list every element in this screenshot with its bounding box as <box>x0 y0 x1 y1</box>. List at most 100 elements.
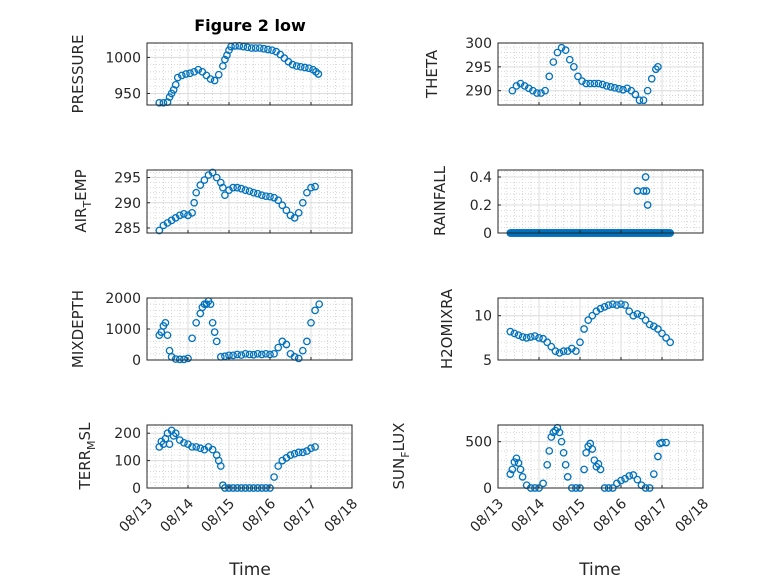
panel-pressure-yticks: 950 1000 <box>105 50 353 105</box>
panel-terr-msl-data-point <box>208 445 217 454</box>
panel-theta-data-point <box>635 96 644 105</box>
panel-sun-flux-data-point <box>508 465 517 474</box>
panel-pressure-data-point <box>186 69 194 78</box>
panel-sun-flux-data-point <box>582 448 591 457</box>
panel-air-temp-data-point <box>233 183 242 192</box>
panel-h2omixra-data-point <box>596 304 605 313</box>
panel-pressure-data-point <box>173 73 182 82</box>
panel-mixdepth-data-point <box>180 355 188 364</box>
panel-terr-msl-data-point <box>290 449 299 458</box>
panel-h2omixra-data-point <box>600 303 609 311</box>
panel-air-temp-points <box>155 168 319 235</box>
panel-sun-flux-data-point <box>649 470 658 478</box>
panel-mixdepth-data-point <box>257 350 266 359</box>
panel-mixdepth-data-point <box>188 334 196 343</box>
panel-mixdepth-data-point <box>298 346 307 355</box>
panel-theta-data-point <box>647 74 656 83</box>
panel-h2omixra-yticks: 5 10 <box>474 309 704 369</box>
panel-rainfall-ytick-label: 0.2 <box>470 198 492 214</box>
panel-theta-data-point <box>623 84 632 93</box>
panel-theta-data-point <box>549 58 558 66</box>
panel-h2omixra-data-point <box>613 301 621 309</box>
panel-pressure-data-point <box>268 46 276 55</box>
ylabel-sun-flux: SUNFLUX <box>390 423 412 490</box>
panel-air-temp-data-point <box>262 192 270 201</box>
panel-air-temp-frame <box>146 169 353 234</box>
panel-pressure-data-point <box>194 65 203 74</box>
panel-air-temp-ytick-label: 290 <box>114 196 141 212</box>
panel-h2omixra-data-point <box>662 334 670 342</box>
panel-h2omixra-data-point <box>522 334 531 342</box>
panel-pressure-frame <box>146 42 353 106</box>
panel-air-temp-data-point <box>245 187 254 196</box>
panel-h2omixra-data-point <box>645 320 654 329</box>
panel-terr-msl-data-point <box>286 451 295 459</box>
panel-sun-flux-data-point <box>555 428 564 437</box>
panel-h2omixra-data-point <box>588 311 597 320</box>
panel-sun-flux-data-point <box>633 475 642 484</box>
panel-h2omixra-points <box>506 300 675 357</box>
panel-h2omixra-data-point <box>555 349 564 357</box>
panel-theta-data-point <box>602 82 611 90</box>
panel-pressure-data-point <box>259 44 268 53</box>
panel-theta-data-point <box>619 85 627 94</box>
panel-pressure-data-point <box>214 70 223 79</box>
panel-theta-yticks: 290 295 300 <box>465 36 704 105</box>
panel-air-temp-data-point <box>294 208 303 217</box>
panel-h2omixra-data-point <box>510 329 519 338</box>
panel-air-temp-data-point <box>303 188 311 197</box>
panel-pressure-data-point <box>314 70 323 78</box>
panel-theta-ytick-label: 290 <box>465 84 492 100</box>
panel-mixdepth-ytick-label: 1000 <box>105 322 141 338</box>
panel-air-temp-ytick-label: 295 <box>114 171 141 187</box>
panel-theta-data-point <box>520 82 529 90</box>
panel-air-temp-data-point <box>278 201 287 210</box>
panel-sun-flux-data-point <box>580 465 588 474</box>
panel-h2omixra-data-point <box>637 311 646 320</box>
panel-theta-data-point <box>565 55 574 64</box>
panel-h2omixra-data-point <box>641 316 650 324</box>
panel-sun-flux-data-point <box>658 438 666 447</box>
panel-theta-data-point <box>561 46 570 55</box>
panel-h2omixra-data-point <box>576 338 584 347</box>
ylabel-sun-flux-main: SUN <box>390 458 408 490</box>
panel-air-temp-data-point <box>196 181 205 189</box>
panel-terr-msl-ytick-label: 100 <box>114 454 141 470</box>
panel-pressure-data-point <box>264 45 272 54</box>
panel-h2omixra-data-point <box>584 316 593 324</box>
panel-sun-flux-data-point <box>518 473 527 481</box>
panel-mixdepth-data-point <box>210 328 219 336</box>
panel-theta-data-point <box>610 83 619 92</box>
ylabel-mixdepth: MIXDEPTH <box>69 290 87 368</box>
panel-mixdepth-ytick-label: 2000 <box>105 291 141 307</box>
panel-h2omixra-ytick-label: 5 <box>483 353 492 369</box>
xlabel-time-left: Time <box>228 560 271 580</box>
ylabel-sun-flux-subscript: F <box>399 451 412 457</box>
panel-theta-data-point <box>598 80 607 89</box>
panel-mixdepth-data-point <box>274 343 283 352</box>
panel-terr-msl-data-point <box>307 444 315 453</box>
panel-h2omixra-data-point <box>580 325 588 333</box>
panel-theta-data-point <box>533 89 541 97</box>
panel-h2omixra-data-point <box>654 325 662 333</box>
panel-terr-msl-data-point <box>188 443 196 451</box>
panel-theta-data-point <box>606 83 615 91</box>
panel-pressure-data-point <box>171 80 180 89</box>
panel-rainfall-ytick-label: 0.4 <box>470 170 492 186</box>
panel-air-temp-data-point <box>212 173 221 182</box>
panel-air-temp-data-point <box>253 189 262 198</box>
panel-theta-data-point <box>590 79 599 88</box>
panel-terr-msl-data-point <box>294 448 303 457</box>
panel-pressure-data-point <box>251 44 260 52</box>
panel-h2omixra-data-point <box>629 311 638 320</box>
panel-h2omixra-data-point <box>531 332 539 340</box>
panel-sun-flux-frame <box>497 424 704 489</box>
panel-pressure-points <box>155 42 323 107</box>
panel-h2omixra-data-point <box>572 347 580 355</box>
panel-theta-data-point <box>643 86 652 95</box>
panel-air-temp-data-point <box>221 191 229 200</box>
panel-pressure-data-point <box>296 62 305 71</box>
panel-h2omixra-data-point <box>608 300 617 309</box>
panel-air-temp-data-point <box>266 192 274 201</box>
ylabel-theta: THETA <box>423 49 441 99</box>
